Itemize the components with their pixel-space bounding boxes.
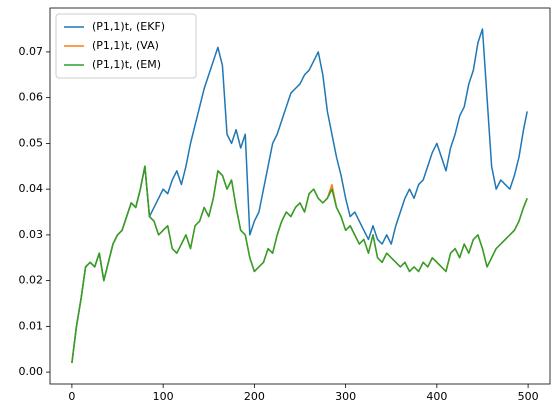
x-tick-label: 300 (335, 390, 356, 403)
legend-box (55, 13, 197, 79)
plot-frame (49, 7, 551, 385)
x-tick-label: 500 (518, 390, 539, 403)
y-tick-label: 0.03 (19, 228, 44, 241)
x-tick-label: 400 (426, 390, 447, 403)
series-line (71, 28, 528, 364)
x-tick-label: 100 (153, 390, 174, 403)
series-line (71, 165, 528, 364)
legend-label: (P1,1)t, (VA) (92, 39, 159, 52)
y-tick-label: 0.05 (19, 136, 44, 149)
legend-label: (P1,1)t, (EKF) (92, 20, 165, 33)
y-tick-label: 0.01 (19, 319, 44, 332)
x-tick-label: 200 (244, 390, 265, 403)
y-tick-label: 0.06 (19, 91, 44, 104)
y-tick-label: 0.07 (19, 45, 44, 58)
y-tick-label: 0.02 (19, 274, 44, 287)
legend-label: (P1,1)t, (EM) (92, 58, 161, 71)
y-tick-label: 0.00 (19, 365, 44, 378)
x-tick-label: 0 (68, 390, 75, 403)
y-tick-label: 0.04 (19, 182, 44, 195)
series-line (71, 165, 528, 364)
